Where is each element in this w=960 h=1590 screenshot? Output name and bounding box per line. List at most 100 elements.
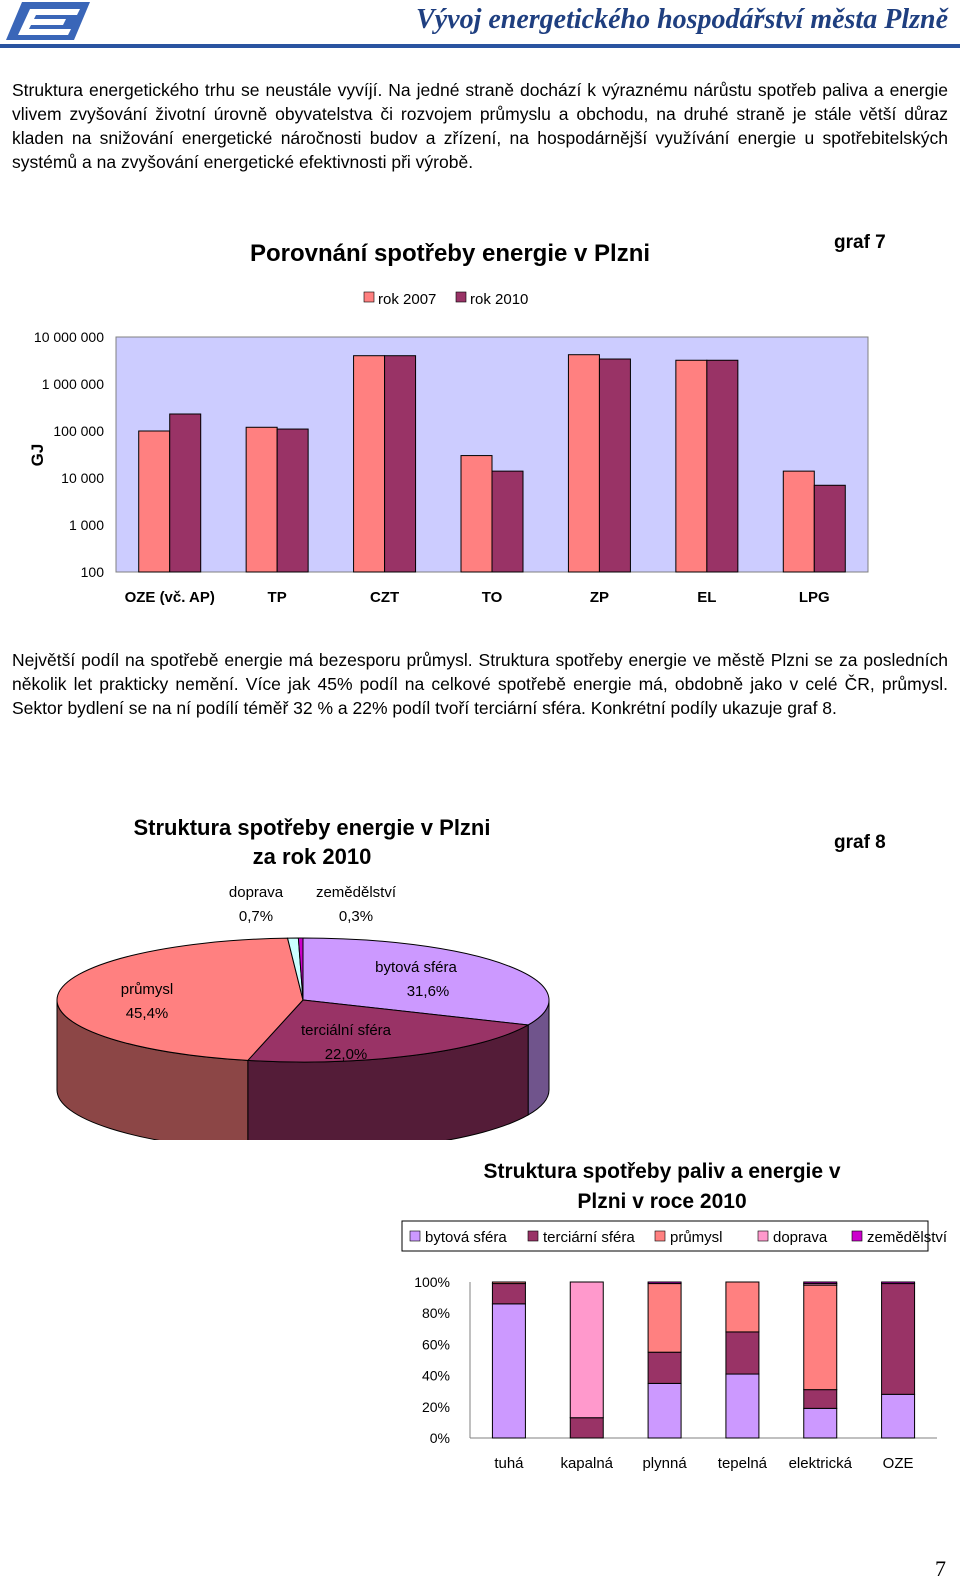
legend-label: doprava <box>773 1229 828 1246</box>
logo <box>6 2 90 40</box>
stack-segment <box>803 1284 838 1391</box>
bar <box>460 455 493 573</box>
bar <box>169 413 202 573</box>
bar <box>138 430 171 573</box>
stack-segment <box>725 1281 760 1333</box>
pie-slice <box>56 937 304 1061</box>
bar-chart-energy-comparison: Porovnání spotřeby energie v Plzni rok 20… <box>28 240 869 606</box>
x-tick-label: tepelná <box>718 1455 768 1472</box>
stack-segment <box>881 1393 916 1439</box>
bar <box>245 426 278 573</box>
x-tick-label: TO <box>482 589 503 606</box>
stack-segment <box>803 1281 838 1285</box>
slice-label: terciální sféra <box>301 1022 392 1039</box>
y-tick-label: 60% <box>422 1336 450 1352</box>
legend-swatch <box>757 1230 769 1242</box>
stack-segment <box>647 1351 682 1384</box>
chart-title: Struktura spotřeby energie v Plzni <box>134 815 491 840</box>
x-tick-label: tuhá <box>494 1455 524 1472</box>
pie-slice <box>302 937 550 1026</box>
middle-paragraph: Největší podíl na spotřebě energie má be… <box>12 650 948 718</box>
bar <box>706 359 739 573</box>
y-tick-label: 100% <box>414 1274 450 1290</box>
stacked-chart-fuel-structure: Struktura spotřeby paliv a energie v Plzn… <box>401 1160 948 1472</box>
legend-swatch <box>409 1230 421 1242</box>
slice-label: bytová sféra <box>375 959 457 976</box>
x-tick-label: TP <box>268 589 287 606</box>
bar <box>353 355 386 573</box>
legend-label: rok 2007 <box>378 291 436 308</box>
graph7-label: graf 7 <box>834 232 886 253</box>
bar <box>276 428 309 573</box>
legend-swatch <box>455 291 467 303</box>
stack-segment <box>491 1303 526 1439</box>
y-tick-label: 10 000 <box>61 470 104 486</box>
bar <box>567 354 600 573</box>
x-tick-label: OZE (vč. AP) <box>125 589 215 606</box>
bar <box>598 358 631 573</box>
stack-segment <box>881 1283 916 1395</box>
legend-label: průmysl <box>670 1229 723 1246</box>
bar <box>384 355 417 573</box>
slice-value: 0,3% <box>339 908 373 925</box>
y-tick-label: 40% <box>422 1368 450 1384</box>
stack-segment <box>647 1281 682 1285</box>
x-tick-label: ZP <box>590 589 609 606</box>
stack-segment <box>491 1283 526 1305</box>
y-tick-label: 100 000 <box>53 423 104 439</box>
bar <box>813 484 846 573</box>
slice-value: 22,0% <box>325 1046 368 1063</box>
y-tick-label: 100 <box>81 564 105 580</box>
legend-swatch <box>851 1230 863 1242</box>
x-tick-label: CZT <box>370 589 399 606</box>
graph8-label: graf 8 <box>834 832 886 853</box>
chart-title: Struktura spotřeby paliv a energie v <box>483 1160 840 1183</box>
y-tick-label: 1 000 <box>69 517 104 533</box>
legend-label: rok 2010 <box>470 291 528 308</box>
intro-paragraph: Struktura energetického trhu se neustále… <box>12 80 948 172</box>
pie-slice <box>297 937 304 1001</box>
header-title: Vývoj energetického hospodářství města P… <box>416 4 948 35</box>
stack-segment <box>569 1417 604 1439</box>
page-number: 7 <box>935 1556 946 1581</box>
stack-segment <box>647 1283 682 1353</box>
legend-swatch <box>363 291 375 303</box>
slice-value: 45,4% <box>126 1005 169 1022</box>
x-tick-label: EL <box>697 589 716 606</box>
slice-label: průmysl <box>121 981 174 998</box>
stack-segment <box>491 1281 526 1285</box>
stack-segment <box>647 1382 682 1439</box>
y-tick-label: 20% <box>422 1399 450 1415</box>
pie-slice <box>246 999 530 1063</box>
x-tick-label: kapalná <box>560 1455 613 1472</box>
chart-title: Porovnání spotřeby energie v Plzni <box>250 240 650 267</box>
y-tick-label: 0% <box>430 1430 450 1446</box>
pie-chart-energy-structure: Struktura spotřeby energie v Plzni za rok… <box>56 815 550 1140</box>
chart-title: za rok 2010 <box>253 844 372 869</box>
bar <box>782 470 815 573</box>
stack-segment <box>725 1331 760 1375</box>
legend-label: terciární sféra <box>543 1229 635 1246</box>
stack-segment <box>725 1373 760 1439</box>
stack-segment <box>569 1281 604 1419</box>
y-tick-label: 80% <box>422 1305 450 1321</box>
x-tick-label: LPG <box>799 589 830 606</box>
y-axis-label: GJ <box>28 444 47 467</box>
stack-segment <box>881 1281 916 1285</box>
legend-label: zemědělství <box>867 1229 948 1246</box>
bar <box>491 470 524 573</box>
header-divider <box>0 44 960 48</box>
legend-swatch <box>654 1230 666 1242</box>
bar <box>675 359 708 573</box>
slice-label: doprava <box>229 884 284 901</box>
legend-label: bytová sféra <box>425 1229 507 1246</box>
stack-segment <box>803 1389 838 1409</box>
stack-segment <box>803 1407 838 1439</box>
x-tick-label: plynná <box>642 1455 687 1472</box>
slice-value: 31,6% <box>407 983 450 1000</box>
y-tick-label: 10 000 000 <box>34 329 104 345</box>
x-tick-label: OZE <box>883 1455 914 1472</box>
slice-label: zemědělství <box>316 884 397 901</box>
slice-value: 0,7% <box>239 908 273 925</box>
y-tick-label: 1 000 000 <box>42 376 104 392</box>
